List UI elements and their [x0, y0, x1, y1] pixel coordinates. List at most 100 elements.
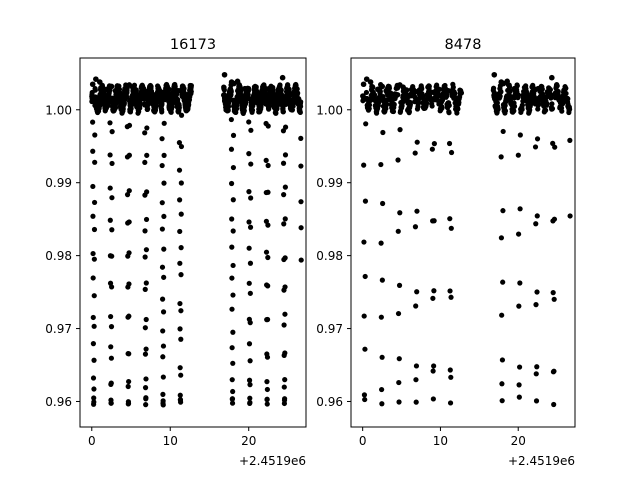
data-point [242, 85, 248, 92]
data-point [444, 93, 450, 99]
data-point [281, 384, 287, 390]
data-point [126, 378, 132, 385]
data-point [294, 86, 300, 92]
data-point [159, 296, 166, 302]
data-point [108, 355, 114, 361]
data-point [516, 303, 522, 309]
data-point [362, 273, 368, 280]
data-point [143, 280, 149, 286]
data-point [144, 189, 150, 195]
data-point [91, 199, 98, 206]
x-tick-label: 0 [359, 434, 367, 448]
y-tick-label: 0.99 [45, 176, 72, 190]
data-point [277, 82, 283, 88]
data-point [448, 149, 455, 156]
data-point [455, 106, 461, 112]
data-point [143, 376, 149, 382]
data-point [549, 101, 555, 107]
data-point [91, 256, 97, 262]
data-point [376, 97, 382, 103]
data-point [370, 84, 376, 91]
data-point [229, 377, 235, 383]
data-point [297, 103, 304, 109]
data-point [431, 141, 437, 147]
data-point [142, 130, 148, 136]
data-point [91, 226, 98, 233]
data-point [126, 313, 132, 319]
data-point [498, 235, 505, 241]
data-point [112, 88, 119, 94]
data-point [248, 161, 254, 167]
data-point [105, 100, 111, 106]
data-point [161, 152, 167, 158]
data-point [176, 167, 183, 173]
x-axis-ticks: 0 10 20 [359, 427, 526, 448]
data-point [414, 88, 421, 95]
data-point [362, 198, 369, 204]
data-point [502, 108, 509, 114]
data-point [178, 308, 184, 314]
data-point [221, 87, 227, 93]
data-point [549, 106, 556, 112]
data-point [142, 159, 148, 166]
data-point [499, 381, 505, 387]
data-point [161, 213, 167, 220]
data-point [434, 82, 440, 88]
data-point [396, 282, 403, 288]
data-point [264, 379, 270, 385]
data-point [295, 90, 301, 96]
data-point [177, 392, 183, 398]
data-point [143, 346, 149, 352]
data-point [413, 363, 420, 369]
data-point [563, 85, 569, 91]
data-point [144, 88, 150, 95]
data-point [403, 87, 410, 93]
data-points [360, 71, 573, 408]
data-point [549, 74, 555, 81]
data-point [412, 150, 418, 156]
data-point [92, 159, 98, 165]
data-point [124, 94, 130, 100]
data-point [230, 329, 236, 335]
data-point [379, 277, 385, 283]
data-point [229, 400, 236, 406]
data-point [535, 106, 541, 112]
chart-title: 16173 [170, 37, 216, 53]
data-point [413, 303, 419, 309]
data-point [265, 189, 271, 195]
data-point [89, 81, 96, 88]
data-point [248, 127, 254, 133]
data-point [519, 102, 525, 108]
data-point [391, 101, 397, 107]
data-point [238, 87, 244, 93]
data-point [90, 213, 96, 219]
data-point [533, 221, 539, 227]
data-point [229, 216, 235, 222]
data-point [263, 157, 269, 163]
data-point [229, 244, 235, 250]
x-offset-label: +2.4519e6 [508, 454, 575, 468]
data-point [414, 208, 420, 214]
data-point [397, 210, 403, 216]
data-point [431, 218, 437, 224]
data-point [108, 380, 114, 386]
data-point [178, 112, 185, 118]
data-point [517, 206, 523, 212]
data-point [361, 392, 368, 398]
data-point [246, 341, 253, 347]
data-point [395, 310, 402, 317]
data-point [379, 386, 385, 393]
data-point [145, 106, 151, 112]
data-point [447, 288, 453, 294]
data-point [407, 101, 413, 107]
data-point [90, 275, 96, 281]
data-point [96, 79, 103, 85]
data-point [125, 400, 132, 406]
data-point [137, 105, 143, 111]
data-point [246, 245, 252, 251]
data-point [104, 86, 110, 93]
data-point [533, 371, 539, 377]
data-point [412, 224, 419, 230]
data-point [504, 78, 510, 85]
